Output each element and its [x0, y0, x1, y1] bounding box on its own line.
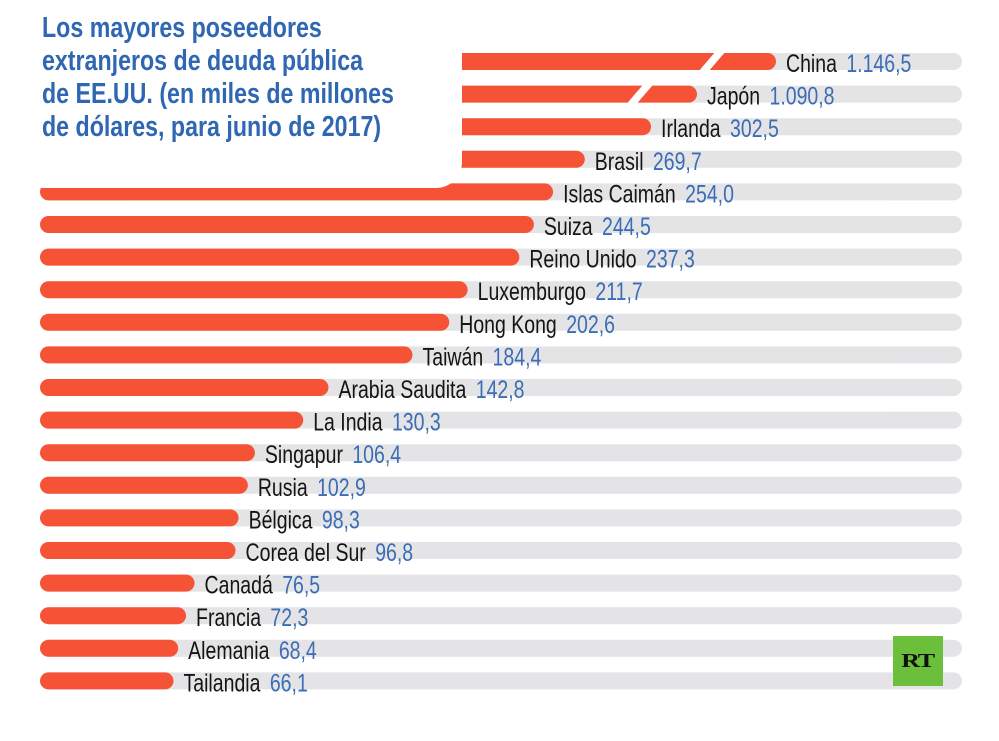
category-label: Irlanda: [661, 115, 721, 143]
bar: [40, 411, 304, 429]
bar: [40, 281, 468, 299]
bar: [40, 476, 248, 494]
value-label: 106,4: [352, 441, 401, 469]
category-label: Arabia Saudita: [338, 376, 466, 404]
value-label: 244,5: [602, 213, 651, 241]
category-label: Alemania: [188, 636, 270, 664]
title-line: de dólares, para junio de 2017): [42, 111, 382, 143]
bar: [40, 672, 174, 690]
bar: [40, 607, 187, 625]
category-label: Rusia: [258, 473, 308, 501]
bar-break: [698, 51, 726, 72]
rt-logo: RT: [893, 636, 943, 686]
bar: [40, 639, 179, 657]
value-label: 76,5: [282, 571, 320, 599]
bar: [40, 216, 534, 233]
value-label: 96,8: [375, 539, 413, 567]
bar-track: [40, 607, 962, 625]
bar: [40, 379, 329, 396]
category-label: Luxemburgo: [478, 278, 586, 306]
category-label: Singapur: [265, 441, 343, 469]
title-line: extranjeros de deuda pública: [42, 45, 364, 77]
bar: [40, 313, 450, 331]
bar-track: [40, 476, 962, 494]
value-label: 1.090,8: [769, 82, 834, 110]
value-label: 184,4: [493, 343, 542, 371]
rt-logo-text: RT: [901, 649, 936, 672]
category-label: La India: [313, 408, 383, 436]
bar-track: [40, 574, 962, 592]
value-label: 66,1: [270, 669, 308, 697]
title-panel: [28, 10, 462, 188]
bar: [40, 444, 255, 462]
category-label: Brasil: [595, 147, 644, 175]
category-label: Suiza: [544, 213, 593, 241]
category-label: Tailandia: [184, 669, 261, 697]
value-label: 302,5: [730, 115, 779, 143]
value-label: 68,4: [279, 636, 317, 664]
bar: [40, 346, 413, 364]
category-label: Islas Caimán: [563, 180, 676, 208]
value-label: 237,3: [646, 245, 695, 273]
category-label: Bélgica: [249, 506, 313, 534]
value-label: 254,0: [685, 180, 734, 208]
value-label: 269,7: [653, 147, 702, 175]
bar-track: [40, 542, 962, 559]
category-label: Canadá: [205, 571, 274, 599]
value-label: 211,7: [595, 278, 642, 306]
bar: [40, 574, 195, 592]
bar: [40, 509, 239, 527]
category-label: Japón: [707, 82, 760, 110]
category-label: China: [786, 50, 837, 78]
category-label: Francia: [196, 604, 261, 632]
category-label: Taiwán: [422, 343, 483, 371]
value-label: 72,3: [270, 604, 308, 632]
title-line: Los mayores poseedores: [42, 12, 322, 44]
category-label: Hong Kong: [459, 310, 557, 338]
bar: [40, 542, 236, 559]
bar: [40, 248, 520, 266]
bar-track: [40, 639, 962, 657]
title-line: de EE.UU. (en miles de millones: [42, 78, 394, 110]
category-label: Corea del Sur: [246, 539, 367, 567]
bar-break: [626, 83, 654, 105]
bar-track: [40, 509, 962, 527]
chart-title: Los mayores poseedores extranjeros de de…: [42, 12, 394, 144]
value-label: 142,8: [476, 376, 525, 404]
category-label: Reino Unido: [529, 245, 636, 273]
value-label: 202,6: [566, 310, 615, 338]
value-label: 98,3: [322, 506, 360, 534]
value-label: 102,9: [317, 473, 366, 501]
bar-track: [40, 672, 962, 690]
bar-track: [40, 444, 962, 462]
value-label: 1.146,5: [846, 50, 911, 78]
value-label: 130,3: [392, 408, 441, 436]
